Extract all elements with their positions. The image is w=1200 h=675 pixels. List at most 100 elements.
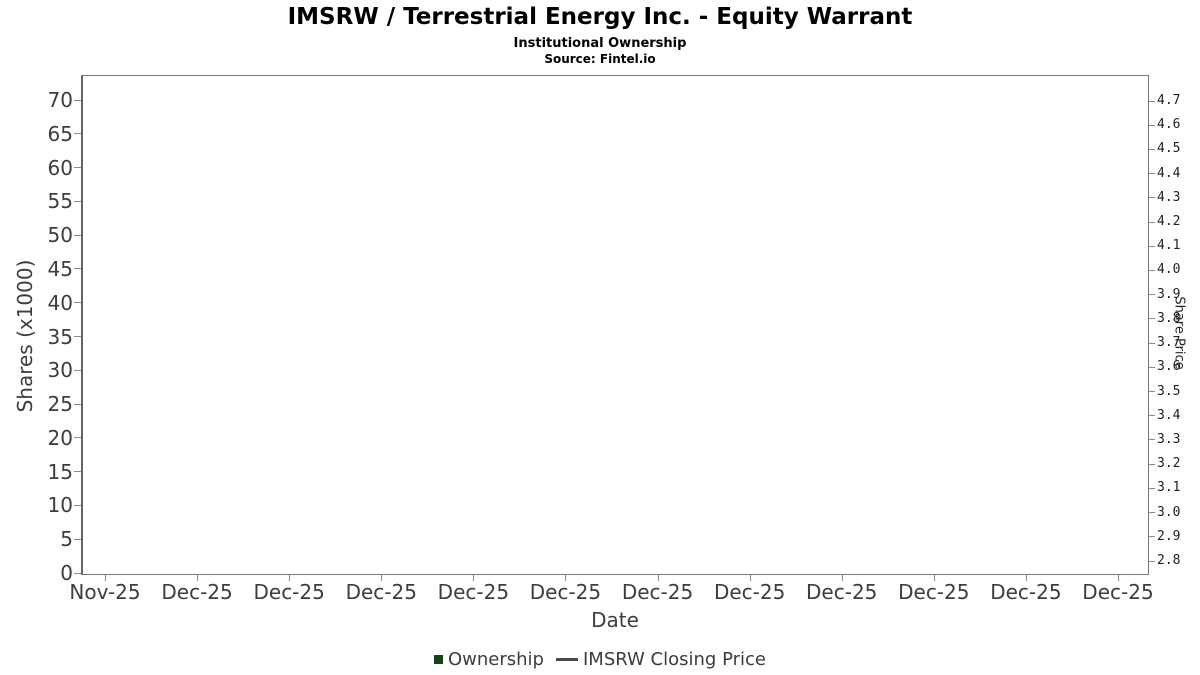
x-tick bbox=[933, 575, 935, 581]
y-left-tick-label: 0 bbox=[60, 561, 73, 585]
y-left-tick bbox=[74, 99, 81, 101]
y-left-tick-label: 5 bbox=[60, 527, 73, 552]
y-right-tick-label: 2.8 bbox=[1157, 553, 1181, 568]
y-right-tick bbox=[1149, 318, 1155, 320]
ownership-swatch-icon bbox=[434, 654, 443, 664]
y-right-tick bbox=[1149, 342, 1155, 344]
chart-subtitle: Institutional Ownership bbox=[513, 36, 687, 51]
x-tick bbox=[1117, 575, 1119, 581]
x-tick bbox=[473, 575, 475, 581]
y-right-tick bbox=[1149, 487, 1155, 489]
y-right-tick-label: 4.6 bbox=[1157, 117, 1181, 133]
y-left-tick bbox=[74, 572, 81, 574]
y-right-tick bbox=[1149, 173, 1155, 175]
y-axis-label-left: Shares (x1000) bbox=[13, 259, 37, 413]
x-tick bbox=[197, 575, 199, 581]
y-right-tick bbox=[1149, 100, 1155, 102]
y-right-tick-label: 4.4 bbox=[1157, 165, 1181, 181]
y-left-tick bbox=[74, 133, 81, 135]
y-right-tick-label: 4.3 bbox=[1157, 189, 1181, 205]
x-tick-label: Dec-25 bbox=[806, 580, 878, 604]
y-right-tick bbox=[1149, 269, 1155, 271]
x-tick-label: Dec-25 bbox=[990, 580, 1062, 604]
x-tick bbox=[841, 575, 843, 581]
y-left-tick-label: 20 bbox=[47, 425, 73, 450]
y-left-tick-label: 10 bbox=[47, 493, 73, 518]
y-right-tick-label: 4.0 bbox=[1157, 262, 1181, 278]
x-tick bbox=[105, 575, 106, 581]
y-right-tick bbox=[1149, 560, 1155, 562]
y-left-tick bbox=[74, 234, 81, 236]
y-left-tick bbox=[74, 268, 81, 270]
y-right-tick-label: 3.4 bbox=[1157, 407, 1181, 423]
y-right-tick bbox=[1149, 221, 1155, 223]
y-right-tick-label: 3.1 bbox=[1157, 480, 1181, 496]
x-tick-label: Dec-25 bbox=[898, 580, 970, 604]
y-left-tick bbox=[74, 302, 81, 304]
y-right-tick-label: 3.3 bbox=[1157, 431, 1181, 447]
x-tick-label: Dec-25 bbox=[1082, 580, 1154, 604]
legend-ownership-label: Ownership bbox=[448, 648, 544, 670]
y-right-tick-label: 4.5 bbox=[1157, 141, 1181, 157]
x-tick bbox=[657, 575, 659, 581]
y-right-tick bbox=[1149, 124, 1155, 126]
y-right-tick bbox=[1149, 415, 1155, 417]
y-right-tick-label: 2.9 bbox=[1157, 528, 1181, 544]
y-right-tick bbox=[1149, 512, 1155, 514]
y-right-tick-label: 4.7 bbox=[1157, 93, 1181, 108]
legend-price-label: IMSRW Closing Price bbox=[583, 648, 766, 670]
x-tick-label: Dec-25 bbox=[161, 580, 233, 604]
x-axis-label: Date bbox=[591, 608, 639, 632]
x-tick-label: Dec-25 bbox=[713, 580, 786, 604]
x-tick bbox=[749, 575, 751, 581]
y-axis-label-right: Share Price bbox=[1171, 296, 1187, 370]
legend-item-closing-price[interactable]: IMSRW Closing Price bbox=[556, 649, 766, 670]
y-right-tick-label: 3.0 bbox=[1157, 504, 1181, 520]
y-right-tick bbox=[1149, 366, 1155, 368]
legend-item-ownership[interactable]: Ownership bbox=[434, 649, 544, 670]
y-left-tick-label: 50 bbox=[47, 223, 73, 248]
y-left-tick-label: 60 bbox=[47, 155, 73, 180]
y-left-tick bbox=[74, 336, 81, 337]
y-left-tick bbox=[74, 167, 81, 169]
y-left-tick bbox=[74, 538, 81, 540]
x-tick-label: Dec-25 bbox=[345, 580, 417, 604]
x-tick-label: Nov-25 bbox=[69, 580, 141, 604]
y-left-tick-label: 65 bbox=[47, 121, 73, 146]
y-right-tick bbox=[1149, 294, 1155, 296]
y-right-tick bbox=[1149, 439, 1155, 441]
chart-legend: Ownership IMSRW Closing Price bbox=[0, 647, 1200, 671]
y-right-tick-label: 3.5 bbox=[1157, 383, 1181, 399]
x-tick bbox=[1025, 575, 1027, 581]
x-tick bbox=[289, 575, 291, 581]
y-right-tick-label: 3.2 bbox=[1157, 456, 1181, 472]
plot-area bbox=[81, 75, 1149, 575]
chart-source: Source: Fintel.io bbox=[544, 52, 656, 66]
y-left-tick-label: 15 bbox=[47, 459, 73, 484]
chart-title: IMSRW / Terrestrial Energy Inc. - Equity… bbox=[287, 4, 913, 30]
y-right-tick bbox=[1149, 245, 1155, 247]
x-tick-label: Dec-25 bbox=[621, 580, 694, 604]
y-left-tick bbox=[74, 437, 81, 439]
y-left-tick bbox=[74, 369, 81, 371]
y-right-tick bbox=[1149, 536, 1155, 538]
y-left-tick-label: 70 bbox=[47, 88, 73, 112]
y-left-tick-label: 55 bbox=[47, 189, 73, 214]
y-right-tick bbox=[1149, 391, 1155, 393]
y-right-tick-label: 4.1 bbox=[1157, 238, 1181, 254]
y-left-tick bbox=[74, 471, 81, 473]
x-tick-label: Dec-25 bbox=[437, 580, 510, 604]
price-line-icon bbox=[556, 657, 578, 661]
y-left-tick bbox=[74, 200, 81, 202]
y-left-tick bbox=[74, 403, 81, 405]
y-right-tick bbox=[1149, 197, 1155, 199]
y-right-tick-label: 4.2 bbox=[1157, 214, 1181, 230]
x-tick bbox=[565, 575, 567, 581]
y-right-tick bbox=[1149, 148, 1155, 150]
x-tick-label: Dec-25 bbox=[529, 580, 602, 604]
x-tick-label: Dec-25 bbox=[253, 580, 325, 604]
y-left-tick bbox=[74, 504, 81, 506]
x-tick bbox=[381, 575, 383, 581]
y-right-tick bbox=[1149, 463, 1155, 465]
